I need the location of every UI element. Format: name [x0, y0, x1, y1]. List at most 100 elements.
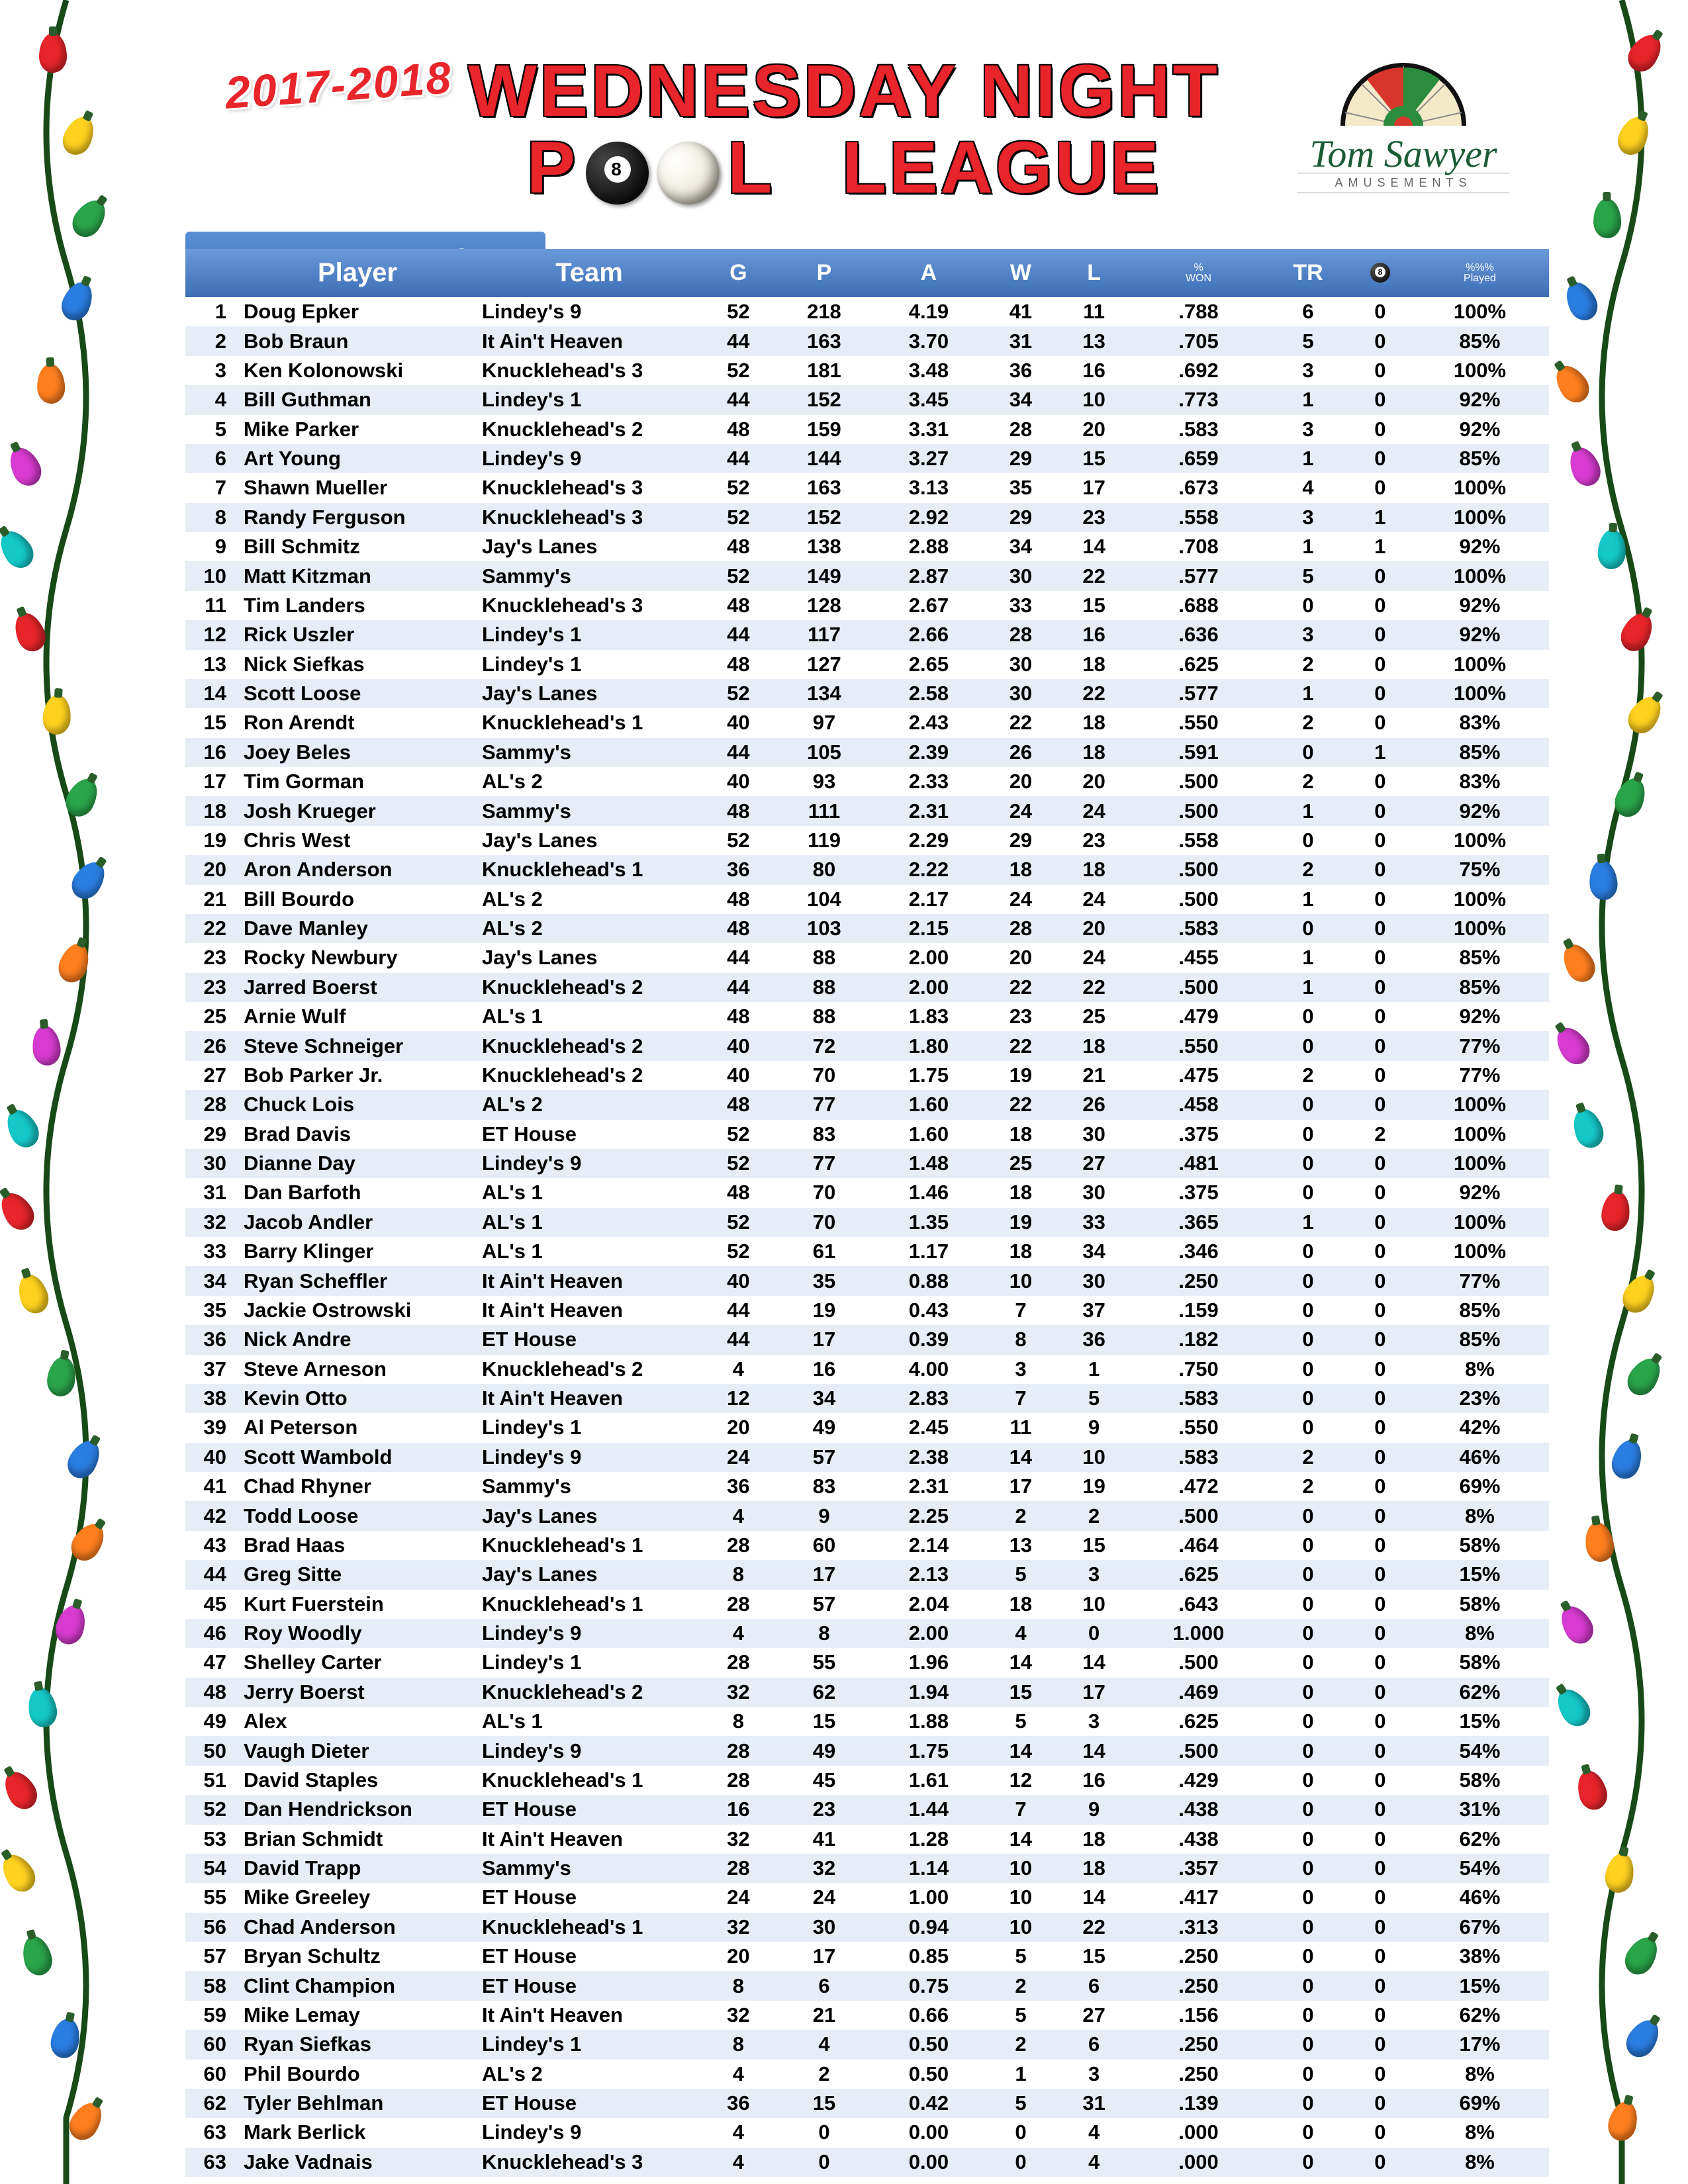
cell-g: 32	[702, 1913, 775, 1942]
cell-l: 18	[1057, 650, 1131, 679]
cell-team: AL's 2	[477, 885, 702, 914]
bulb-icon	[1605, 2099, 1642, 2144]
bulb-icon	[1622, 690, 1667, 739]
title-right: L LEAGUE	[727, 130, 1161, 206]
cell-g: 4	[702, 1501, 775, 1530]
cell-played: 100%	[1411, 1090, 1549, 1119]
cell-player: Kurt Fuerstein	[238, 1590, 477, 1619]
cell-player: Al Peterson	[238, 1413, 477, 1442]
bulb-icon	[1608, 1436, 1646, 1482]
cell-w: 24	[984, 885, 1058, 914]
bulb-icon	[1564, 443, 1605, 490]
cell-g: 28	[702, 1766, 775, 1795]
table-row: 4Bill GuthmanLindey's 1441523.453410.773…	[185, 385, 1549, 414]
cell-l: 33	[1057, 1208, 1131, 1237]
cell-w: 10	[984, 1883, 1058, 1912]
cell-w: 29	[984, 503, 1058, 532]
bulb-icon	[1587, 859, 1618, 901]
cell-g: 52	[702, 1237, 775, 1266]
cell-team: Knucklehead's 3	[477, 356, 702, 385]
cell-eight: 0	[1350, 1883, 1411, 1912]
cell-eight: 0	[1350, 1913, 1411, 1942]
cell-eight: 0	[1350, 1472, 1411, 1501]
cell-player: Bill Bourdo	[238, 885, 477, 914]
cell-played: 85%	[1411, 326, 1549, 355]
cell-a: 0.66	[873, 2001, 984, 2030]
cell-w: 28	[984, 914, 1058, 943]
cell-l: 9	[1057, 1413, 1131, 1442]
cell-a: 4.19	[873, 297, 984, 326]
cell-l: 10	[1057, 1443, 1131, 1472]
cell-rank: 55	[185, 1883, 238, 1912]
cell-w: 28	[984, 620, 1058, 649]
cell-pct: .773	[1131, 385, 1266, 414]
bulb-icon	[1619, 1931, 1664, 1979]
cell-pct: .659	[1131, 444, 1266, 473]
cell-rank: 21	[185, 885, 238, 914]
cell-rank: 38	[185, 1384, 238, 1413]
cell-player: Joey Beles	[238, 738, 477, 767]
cell-l: 30	[1057, 1266, 1131, 1295]
cell-eight: 0	[1350, 1560, 1411, 1589]
title-left: P	[527, 130, 578, 206]
bulb-icon	[1555, 1600, 1599, 1649]
cell-tr: 0	[1266, 2001, 1350, 2030]
cell-g: 28	[702, 1854, 775, 1883]
cell-a: 0.00	[873, 2118, 984, 2147]
cell-eight: 0	[1350, 1619, 1411, 1648]
cell-a: 2.25	[873, 1501, 984, 1530]
table-row: 52Dan HendricksonET House16231.4479.4380…	[185, 1795, 1549, 1824]
cell-rank: 31	[185, 1178, 238, 1207]
cell-player: Bob Parker Jr.	[238, 1061, 477, 1090]
cell-team: Knucklehead's 1	[477, 1590, 702, 1619]
table-row: 25Arnie WulfAL's 148881.832325.4790092%	[185, 1002, 1549, 1031]
cell-player: David Staples	[238, 1766, 477, 1795]
cell-team: Lindey's 1	[477, 650, 702, 679]
cell-played: 92%	[1411, 1178, 1549, 1207]
table-row: 63Mark BerlickLindey's 9400.0004.000008%	[185, 2118, 1549, 2147]
cell-played: 92%	[1411, 532, 1549, 561]
col-tr: TR	[1266, 249, 1350, 297]
cell-w: 10	[984, 1854, 1058, 1883]
cell-tr: 0	[1266, 738, 1350, 767]
cell-eight: 0	[1350, 2118, 1411, 2147]
cell-tr: 5	[1266, 326, 1350, 355]
title-line-2: P L LEAGUE	[381, 130, 1307, 206]
cell-l: 31	[1057, 2089, 1131, 2118]
cell-tr: 0	[1266, 1678, 1350, 1707]
cell-g: 48	[702, 415, 775, 444]
table-row: 40Scott WamboldLindey's 924572.381410.58…	[185, 1443, 1549, 1472]
cell-l: 18	[1057, 855, 1131, 884]
cell-team: AL's 1	[477, 1178, 702, 1207]
cell-pct: .500	[1131, 973, 1266, 1002]
cell-rank: 8	[185, 503, 238, 532]
cell-a: 1.96	[873, 1648, 984, 1677]
cell-rank: 25	[185, 1002, 238, 1031]
cell-w: 5	[984, 1560, 1058, 1589]
cell-a: 1.44	[873, 1795, 984, 1824]
standings-table: PlayerTeamGPAWL%WONTR%%%Played 1Doug Epk…	[185, 249, 1549, 2177]
cell-player: Tyler Behlman	[238, 2089, 477, 2118]
cell-eight: 0	[1350, 2089, 1411, 2118]
cell-team: Knucklehead's 2	[477, 415, 702, 444]
cell-tr: 3	[1266, 415, 1350, 444]
cell-pct: .365	[1131, 1208, 1266, 1237]
cell-team: It Ain't Heaven	[477, 1825, 702, 1854]
cell-played: 31%	[1411, 1795, 1549, 1824]
cell-w: 30	[984, 561, 1058, 590]
cell-team: Knucklehead's 3	[477, 2148, 702, 2177]
cell-a: 2.83	[873, 1384, 984, 1413]
cell-g: 52	[702, 297, 775, 326]
cell-w: 22	[984, 708, 1058, 737]
cell-tr: 1	[1266, 679, 1350, 708]
cell-p: 0	[775, 2148, 874, 2177]
cell-team: AL's 2	[477, 1090, 702, 1119]
cell-team: Knucklehead's 3	[477, 591, 702, 620]
cell-w: 28	[984, 415, 1058, 444]
table-row: 20Aron AndersonKnucklehead's 136802.2218…	[185, 855, 1549, 884]
table-row: 18Josh KruegerSammy's481112.312424.50010…	[185, 796, 1549, 825]
cell-p: 117	[775, 620, 874, 649]
cell-a: 2.67	[873, 591, 984, 620]
cell-pct: .583	[1131, 415, 1266, 444]
cell-pct: .705	[1131, 326, 1266, 355]
